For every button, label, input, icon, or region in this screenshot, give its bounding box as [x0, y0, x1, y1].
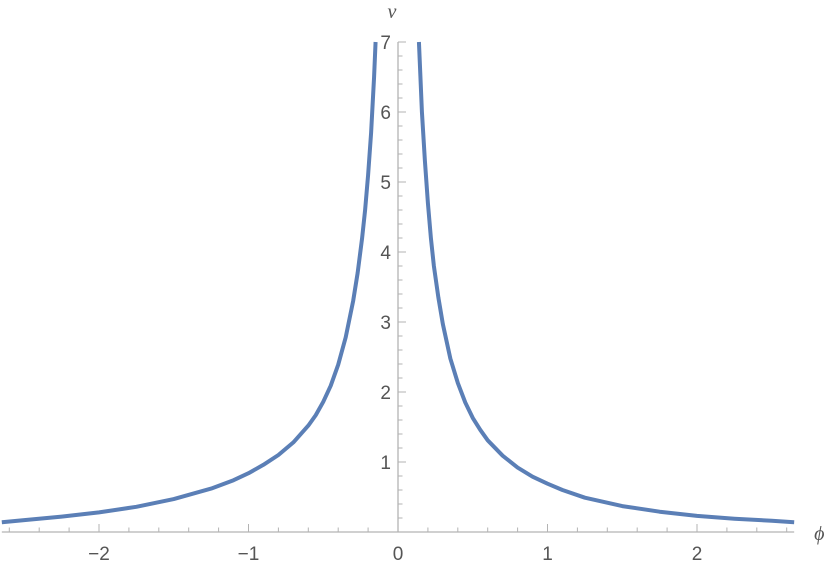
y-tick-label: 1 — [380, 453, 391, 474]
x-tick-label: −1 — [238, 544, 260, 565]
series-line — [416, 41, 795, 525]
y-tick-label: 2 — [380, 383, 391, 404]
y-tick-label: 5 — [380, 173, 391, 194]
series-line — [1, 41, 378, 525]
tick-labels: −2 −1 0 1 2 1 2 3 4 5 6 7 — [88, 33, 702, 565]
y-tick-label: 3 — [380, 313, 391, 334]
ticks — [8, 41, 788, 532]
y-tick-label: 6 — [380, 103, 391, 124]
x-tick-label: 0 — [393, 544, 404, 565]
y-tick-label: 4 — [380, 243, 391, 264]
x-tick-label: 1 — [542, 544, 553, 565]
y-axis-label: v — [388, 1, 397, 23]
x-tick-label: 2 — [692, 544, 703, 565]
axes — [1, 42, 795, 533]
curves — [1, 41, 795, 525]
x-axis-label: ϕ — [814, 523, 824, 545]
x-tick-label: −2 — [88, 544, 110, 565]
y-tick-label: 7 — [380, 33, 391, 54]
